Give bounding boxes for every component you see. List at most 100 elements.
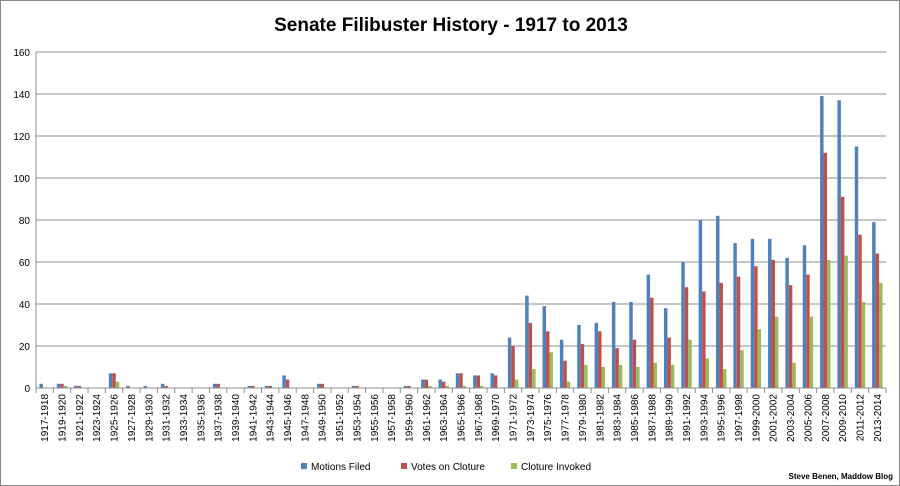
legend-swatch <box>301 463 307 469</box>
bar-votes-on-cloture <box>719 283 723 388</box>
bar-votes-on-cloture <box>771 259 775 388</box>
x-tick-label: 1957-1958 <box>387 394 398 442</box>
x-tick-label: 1951-1952 <box>335 394 346 442</box>
bar-motions-filed <box>351 385 356 388</box>
bar-cloture-invoked <box>670 364 675 388</box>
x-tick-label: 1959-1960 <box>404 394 415 442</box>
x-tick-label: 1961-1962 <box>422 394 433 442</box>
x-tick-label: 1927-1928 <box>127 394 138 442</box>
bar-motions-filed <box>698 220 703 388</box>
bar-cloture-invoked <box>601 367 605 388</box>
bar-votes-on-cloture <box>60 383 64 388</box>
bar-cloture-invoked <box>844 255 848 388</box>
x-tick-label: 2009-2010 <box>838 394 849 442</box>
bar-cloture-invoked <box>636 367 640 388</box>
y-tick-label: 100 <box>13 174 30 185</box>
y-tick-label: 140 <box>13 90 30 101</box>
bar-cloture-invoked <box>549 352 553 388</box>
bar-votes-on-cloture <box>528 322 533 388</box>
bar-motions-filed <box>455 373 460 388</box>
x-tick-label: 2001-2002 <box>769 394 780 442</box>
bar-votes-on-cloture <box>285 379 290 388</box>
y-tick-label: 40 <box>19 300 31 311</box>
x-tick-label: 1943-1944 <box>266 394 277 442</box>
x-tick-label: 1971-1972 <box>509 394 520 442</box>
bar-motions-filed <box>160 383 165 388</box>
y-tick-label: 160 <box>13 48 30 59</box>
y-tick-label: 60 <box>19 258 31 269</box>
bar-motions-filed <box>733 243 737 388</box>
bar-votes-on-cloture <box>268 385 272 388</box>
bar-motions-filed <box>750 238 755 388</box>
x-tick-label: 1937-1938 <box>214 394 225 442</box>
bar-motions-filed <box>247 385 252 388</box>
bar-votes-on-cloture <box>459 373 463 388</box>
x-tick-label: 1991-1992 <box>682 394 693 442</box>
x-tick-label: 1949-1950 <box>318 394 329 442</box>
x-tick-label: 1925-1926 <box>110 394 121 442</box>
bar-votes-on-cloture <box>667 337 671 388</box>
bar-motions-filed <box>212 383 217 388</box>
bar-motions-filed <box>872 222 876 388</box>
bar-cloture-invoked <box>480 385 484 388</box>
x-tick-label: 1923-1924 <box>92 394 103 442</box>
bar-votes-on-cloture <box>598 331 602 388</box>
x-tick-label: 1953-1954 <box>352 394 363 442</box>
bar-cloture-invoked <box>532 369 536 388</box>
bar-votes-on-cloture <box>493 375 498 388</box>
bar-cloture-invoked <box>428 385 432 388</box>
bar-votes-on-cloture <box>754 266 758 388</box>
x-tick-label: 1967-1968 <box>474 394 485 442</box>
bar-motions-filed <box>611 301 616 388</box>
legend-label: Cloture Invoked <box>521 462 591 473</box>
x-tick-label: 1985-1986 <box>630 394 641 442</box>
bar-cloture-invoked <box>688 339 692 388</box>
bar-cloture-invoked <box>566 381 571 388</box>
bar-votes-on-cloture <box>251 385 255 388</box>
legend-swatch <box>401 463 407 469</box>
x-tick-label: 1919-1920 <box>58 394 69 442</box>
bar-motions-filed <box>317 383 321 388</box>
legend-label: Motions Filed <box>311 462 370 473</box>
bar-motions-filed <box>594 322 599 388</box>
x-tick-label: 2013-2014 <box>873 394 884 442</box>
legend-label: Votes on Cloture <box>411 462 485 473</box>
bar-motions-filed <box>559 339 564 388</box>
bar-motions-filed <box>646 274 651 388</box>
bar-motions-filed <box>542 306 546 388</box>
x-tick-label: 1941-1942 <box>248 394 259 442</box>
bar-votes-on-cloture <box>546 331 550 388</box>
bar-votes-on-cloture <box>788 285 793 388</box>
bar-motions-filed <box>577 325 581 388</box>
bar-motions-filed <box>282 375 286 388</box>
bar-votes-on-cloture <box>476 375 481 388</box>
bar-motions-filed <box>768 238 772 388</box>
bar-motions-filed <box>507 337 512 388</box>
bar-motions-filed <box>820 96 824 388</box>
x-tick-label: 1987-1988 <box>647 394 658 442</box>
bar-motions-filed <box>421 379 425 388</box>
bar-motions-filed <box>837 100 841 389</box>
x-tick-label: 1997-1998 <box>734 394 745 442</box>
bar-motions-filed <box>143 385 148 388</box>
bar-cloture-invoked <box>445 385 449 388</box>
bar-motions-filed <box>785 257 789 388</box>
chart-title: Senate Filibuster History - 1917 to 2013 <box>274 15 628 36</box>
legend-swatch <box>511 463 517 469</box>
bar-cloture-invoked <box>757 329 762 388</box>
bar-motions-filed <box>716 215 720 388</box>
x-tick-label: 2007-2008 <box>821 394 832 442</box>
y-tick-label: 120 <box>13 132 30 143</box>
bar-votes-on-cloture <box>615 348 619 388</box>
x-tick-label: 1973-1974 <box>526 394 537 442</box>
bar-votes-on-cloture <box>736 276 741 388</box>
x-tick-label: 1975-1976 <box>543 394 554 442</box>
x-tick-label: 1965-1966 <box>457 394 468 442</box>
bar-votes-on-cloture <box>511 346 515 388</box>
bar-votes-on-cloture <box>563 360 567 388</box>
y-tick-label: 20 <box>19 342 31 353</box>
x-tick-label: 1921-1922 <box>75 394 86 442</box>
bar-cloture-invoked <box>879 283 883 388</box>
bar-motions-filed <box>56 383 61 388</box>
